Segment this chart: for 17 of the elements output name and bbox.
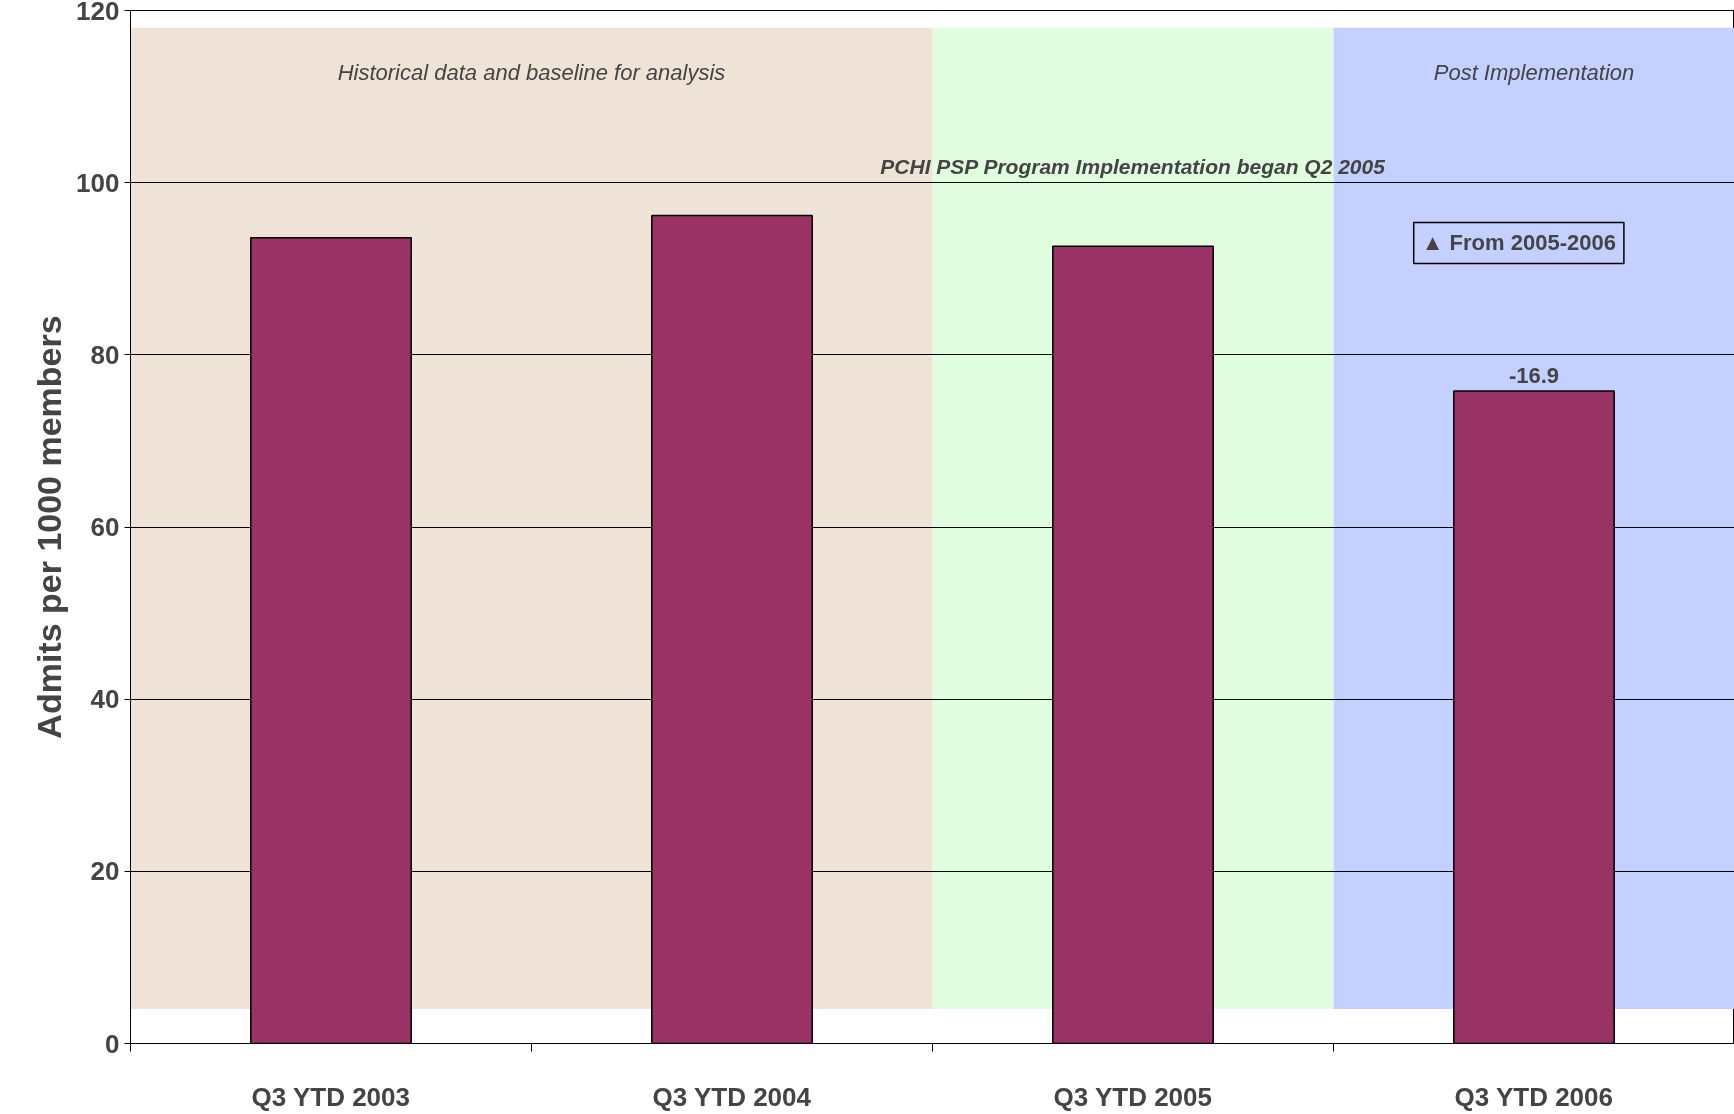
band-label: Post Implementation: [1433, 60, 1635, 86]
band-label: Historical data and baseline for analysis: [337, 60, 726, 86]
y-tick-label: 100: [76, 167, 120, 198]
annotation: -16.9: [1508, 363, 1560, 389]
x-tick-label: Q3 YTD 2004: [652, 1081, 812, 1112]
y-tick-label: 120: [76, 0, 120, 26]
band-label: PCHI PSP Program Implementation began Q2 2005: [880, 155, 1386, 179]
x-tick-label: Q3 YTD 2005: [1053, 1081, 1213, 1112]
y-axis-title: Admits per 1000 members: [30, 315, 69, 739]
y-tick-label: 60: [90, 512, 120, 542]
annotation: ▲ From 2005-2006: [1421, 230, 1616, 256]
x-tick-label: Q3 YTD 2003: [251, 1081, 411, 1112]
y-tick-label: 80: [90, 339, 120, 370]
y-tick-label: 0: [105, 1028, 120, 1059]
x-tick-label: Q3 YTD 2006: [1454, 1081, 1614, 1112]
y-tick-label: 20: [90, 856, 120, 887]
y-tick-label: 40: [90, 684, 120, 715]
